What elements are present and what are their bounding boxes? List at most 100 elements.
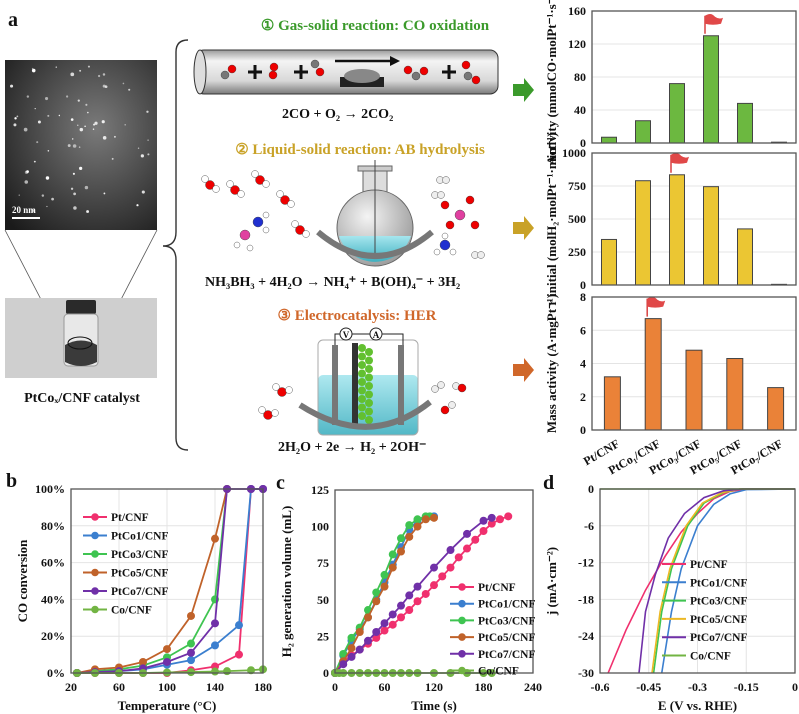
nanoparticle bbox=[79, 166, 83, 171]
legend-marker bbox=[458, 583, 466, 591]
atom bbox=[251, 170, 259, 178]
y-tick-label: 0 bbox=[588, 482, 594, 496]
legend-marker bbox=[91, 587, 99, 595]
x-axis-label: E (V vs. RHE) bbox=[658, 698, 737, 713]
atom bbox=[411, 71, 421, 81]
y-axis-label: H₂ generation volume (mL) bbox=[279, 506, 294, 658]
x-tick-label: 180 bbox=[475, 680, 493, 694]
nanoparticle bbox=[147, 139, 149, 141]
nanoparticle bbox=[31, 209, 35, 213]
data-point bbox=[372, 588, 381, 597]
section-title-ab-hydrolysis: ② Liquid-solid reaction: AB hydrolysis bbox=[235, 142, 485, 158]
data-point bbox=[380, 619, 389, 628]
data-point bbox=[413, 597, 422, 606]
bar-PtCNF bbox=[601, 136, 617, 144]
atom bbox=[280, 195, 290, 205]
data-point bbox=[364, 636, 372, 645]
legend-label: PtCo5/CNF bbox=[478, 632, 536, 644]
y-tick-label: 500 bbox=[568, 212, 586, 226]
legend-label: PtCo7/CNF bbox=[111, 586, 169, 598]
chart-d: j (mA·cm⁻²) -30 -24 -18 -12 -6 0 -0.6 -0.45 -0.3 -… bbox=[544, 482, 798, 713]
data-point bbox=[163, 645, 171, 654]
nanoparticle bbox=[77, 124, 79, 126]
equation-her: 2H₂O + 2e → H₂ + 2OH⁻ bbox=[278, 440, 426, 455]
atom bbox=[477, 251, 485, 259]
series-line bbox=[334, 515, 509, 674]
atom bbox=[269, 62, 279, 72]
data-point bbox=[187, 648, 195, 657]
data-point bbox=[413, 582, 422, 591]
nanoparticle bbox=[70, 72, 75, 77]
nanoparticle bbox=[79, 69, 82, 72]
plus-sign bbox=[253, 65, 257, 79]
bar-PtCoCNF bbox=[635, 120, 651, 144]
voltmeter-icon bbox=[339, 327, 353, 341]
atom bbox=[454, 209, 466, 221]
catalyst-particle bbox=[365, 356, 373, 365]
data-point bbox=[187, 611, 195, 620]
atom bbox=[457, 383, 467, 393]
atom bbox=[268, 70, 278, 80]
y-tick-label: -24 bbox=[578, 629, 594, 643]
nanoparticle bbox=[26, 95, 30, 98]
legend-label: Co/CNF bbox=[111, 605, 152, 617]
data-point bbox=[421, 589, 430, 598]
flag-icon bbox=[647, 296, 666, 308]
nanoparticle bbox=[66, 95, 69, 98]
nanoparticle bbox=[103, 192, 106, 195]
data-point bbox=[347, 644, 356, 653]
data-point bbox=[446, 546, 455, 555]
x-tick-label: 20 bbox=[65, 680, 77, 694]
nanoparticle bbox=[10, 84, 14, 88]
molecules bbox=[201, 170, 485, 259]
nanoparticle bbox=[79, 127, 84, 132]
nanoparticle bbox=[51, 197, 54, 201]
ammeter-icon bbox=[369, 327, 383, 341]
data-point bbox=[397, 534, 405, 543]
legend-label: PtCo7/CNF bbox=[690, 632, 748, 644]
data-point bbox=[355, 645, 364, 654]
data-point bbox=[479, 516, 488, 525]
atom bbox=[403, 65, 413, 75]
legend-label: Co/CNF bbox=[690, 651, 731, 663]
atom bbox=[230, 185, 240, 195]
data-point bbox=[446, 563, 455, 572]
catalyst-particle bbox=[365, 348, 373, 356]
nanoparticle bbox=[102, 136, 107, 140]
nanoparticle bbox=[55, 66, 57, 68]
data-point bbox=[413, 515, 422, 524]
legend: Pt/CNF PtCo1/CNF PtCo3/CNF PtCo5/CNF PtCo7/C… bbox=[450, 582, 536, 678]
legend-marker bbox=[458, 650, 466, 658]
nanoparticle bbox=[67, 144, 71, 148]
y-tick-label: 8 bbox=[580, 290, 586, 304]
data-point bbox=[187, 656, 195, 665]
legend-marker bbox=[91, 605, 99, 614]
data-point bbox=[454, 553, 463, 562]
y-tick-label: 2 bbox=[580, 390, 586, 404]
data-point bbox=[496, 515, 504, 524]
atom bbox=[437, 191, 445, 199]
y-tick-label: 40% bbox=[41, 592, 65, 606]
nanoparticle bbox=[16, 115, 19, 118]
nanoparticle bbox=[72, 144, 77, 148]
legend-marker bbox=[458, 633, 466, 641]
reaction-flask bbox=[316, 160, 434, 267]
equation-ab-hydrolysis: NH₃BH₃ + 4H₂O → NH₄⁺ + B(OH)₄⁻ + 3H₂ bbox=[205, 275, 460, 290]
legend-label: PtCo5/CNF bbox=[111, 568, 169, 580]
atom bbox=[445, 220, 455, 230]
nanoparticle bbox=[147, 153, 150, 156]
y-axis-label: Activity (mmolCO·molPt⁻¹·s⁻¹) bbox=[544, 0, 559, 165]
flag-icon bbox=[705, 13, 723, 25]
atom bbox=[262, 180, 270, 188]
atom bbox=[291, 220, 299, 228]
catalyst-particle bbox=[358, 352, 366, 361]
y-axis-label: CO conversion bbox=[15, 539, 30, 622]
panel-label-a: a bbox=[8, 9, 18, 31]
legend-label: Pt/CNF bbox=[478, 582, 516, 594]
data-point bbox=[397, 613, 405, 622]
y-tick-label: 75 bbox=[317, 556, 329, 570]
data-point bbox=[397, 601, 405, 610]
atom bbox=[237, 190, 245, 198]
x-tick-label: -0.6 bbox=[591, 680, 610, 694]
